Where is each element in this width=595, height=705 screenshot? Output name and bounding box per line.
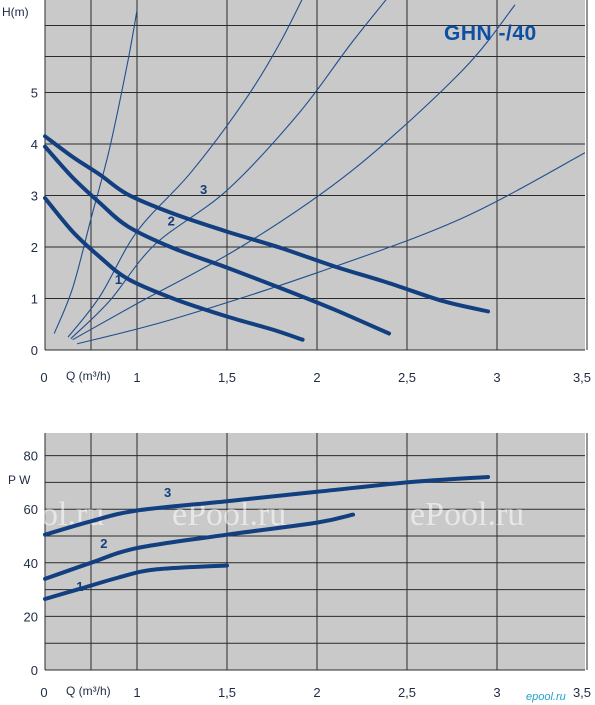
- power-y-tick-label: 0: [31, 663, 38, 678]
- power-axis-label: P W: [8, 473, 31, 487]
- power-y-tick-label: 60: [24, 502, 38, 517]
- head-x-axis-label: Q (m³/h): [66, 369, 111, 383]
- head-axis-label: H(m): [2, 5, 29, 19]
- head-series-2-label: 2: [168, 213, 175, 228]
- head-x-tick-label: 2,5: [398, 370, 416, 385]
- watermark-text: ePool.ru: [0, 496, 104, 533]
- head-y-tick-label: 5: [31, 86, 38, 101]
- power-x-tick-label: 2,5: [398, 685, 416, 700]
- head-series-1-label: 1: [115, 272, 122, 287]
- power-plot-area: [45, 433, 585, 670]
- head-x-tick-label: 3: [493, 370, 500, 385]
- power-x-tick-label: 2: [313, 685, 320, 700]
- head-x-tick-label: 2: [313, 370, 320, 385]
- power-y-tick-label: 80: [24, 449, 38, 464]
- power-series-3-label: 3: [164, 485, 171, 500]
- head-y-tick-label: 2: [31, 240, 38, 255]
- power-series-1-label: 1: [76, 579, 83, 594]
- head-y-tick-label: 4: [31, 137, 38, 152]
- power-series-2-label: 2: [100, 536, 107, 551]
- brand-mark: epool.ru: [526, 691, 566, 703]
- power-y-tick-label: 20: [24, 609, 38, 624]
- power-x-tick-label: 3,5: [573, 685, 591, 700]
- head-series-2-line: [43, 144, 391, 336]
- head-system-curve: [67, 0, 303, 338]
- head-y-tick-label: 0: [31, 343, 38, 358]
- head-system-curve: [70, 0, 387, 340]
- chart-title: GHN -/40: [444, 22, 537, 45]
- power-series-3-line: [43, 475, 490, 537]
- head-system-curve: [53, 10, 138, 334]
- head-system-curve: [77, 152, 585, 345]
- power-x-axis-label: Q (m³/h): [66, 684, 111, 698]
- power-x-tick-label: 1,5: [218, 685, 236, 700]
- power-series-2-line: [43, 512, 355, 581]
- head-series-3-line: [43, 134, 490, 314]
- head-chart: 1 2 3 0 1 2 3 4 5 0 1 1,5 2 2,5 3 3,5 Q (m³/h): [31, 0, 591, 385]
- head-series-3-label: 3: [200, 182, 207, 197]
- head-x-tick-label: 0: [40, 370, 47, 385]
- head-system-curve: [72, 4, 516, 341]
- head-y-tick-label: 3: [31, 189, 38, 204]
- head-series-1-line: [43, 196, 305, 342]
- power-series-1-line: [43, 563, 229, 601]
- head-x-tick-label: 3,5: [573, 370, 591, 385]
- power-x-tick-label: 3: [493, 685, 500, 700]
- head-x-tick-label: 1: [133, 370, 140, 385]
- watermark-text: ePool.ru: [410, 496, 524, 533]
- head-y-tick-label: 1: [31, 292, 38, 307]
- power-x-tick-label: 1: [133, 685, 140, 700]
- power-y-tick-label: 40: [24, 556, 38, 571]
- power-x-tick-label: 0: [40, 685, 47, 700]
- head-plot-area: [45, 0, 585, 350]
- head-x-tick-label: 1,5: [218, 370, 236, 385]
